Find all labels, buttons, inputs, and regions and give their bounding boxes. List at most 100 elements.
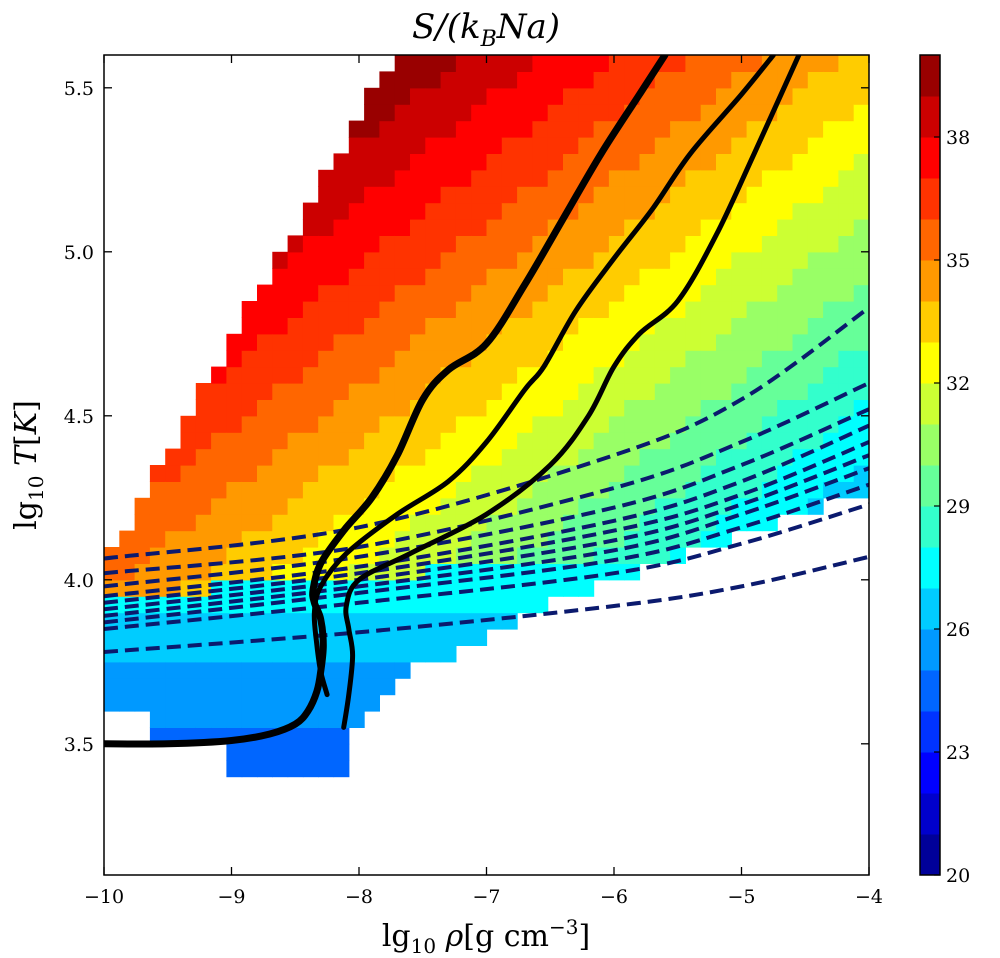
- heatmap-cell: [379, 629, 396, 646]
- heatmap-cell: [761, 186, 778, 204]
- heatmap-cell: [624, 268, 641, 286]
- heatmap-cell: [731, 104, 748, 122]
- heatmap-cell: [257, 579, 273, 597]
- heatmap-cell: [532, 55, 549, 72]
- heatmap-cell: [501, 202, 518, 220]
- heatmap-cell: [302, 219, 319, 236]
- heatmap-cell: [364, 202, 380, 220]
- dashed-contour-line: [104, 423, 869, 599]
- heatmap-cell: [471, 399, 488, 417]
- heatmap-cell: [180, 415, 197, 433]
- heatmap-cell: [272, 514, 289, 532]
- heatmap-cell: [685, 71, 702, 89]
- heatmap-cell: [501, 448, 518, 466]
- heatmap-cell: [272, 678, 289, 696]
- heatmap-cell: [670, 219, 686, 236]
- heatmap-cell: [302, 448, 319, 466]
- heatmap-cell: [547, 301, 564, 318]
- heatmap-cell: [241, 317, 258, 335]
- heatmap-cell: [547, 71, 564, 89]
- heatmap-cell: [563, 579, 579, 597]
- heatmap-cell: [379, 202, 396, 220]
- heatmap-cell: [364, 120, 380, 138]
- heatmap-cell: [654, 87, 671, 105]
- heatmap-cell: [257, 317, 273, 335]
- heatmap-cell: [394, 169, 411, 187]
- heatmap-cell: [165, 711, 182, 728]
- heatmap-cell: [318, 743, 335, 761]
- heatmap-cell: [563, 481, 579, 499]
- heatmap-cell: [425, 153, 442, 171]
- heatmap-cell: [654, 137, 671, 154]
- y-axis-label: lg10 T[K]: [9, 400, 48, 530]
- heatmap-cell: [838, 153, 855, 171]
- heatmap-cell: [379, 153, 396, 171]
- heatmap-cell: [195, 711, 212, 728]
- heatmap-cell: [716, 87, 732, 105]
- heatmap-cell: [670, 251, 686, 269]
- heatmap-cell: [226, 514, 243, 532]
- heatmap-cell: [593, 333, 610, 351]
- heatmap-cell: [547, 153, 564, 171]
- colorbar-segment: [920, 383, 940, 425]
- heatmap-cell: [853, 55, 869, 72]
- heatmap-cell: [838, 301, 855, 318]
- heatmap-cell: [394, 137, 411, 154]
- heatmap-cell: [853, 219, 869, 236]
- heatmap-cell: [716, 137, 732, 154]
- heatmap-cell: [394, 301, 411, 318]
- heatmap-cell: [394, 317, 411, 335]
- heatmap-cell: [578, 87, 595, 105]
- heatmap-cell: [547, 104, 564, 122]
- heatmap-cell: [731, 268, 748, 286]
- heatmap-cell: [639, 104, 656, 122]
- colorbar-segment: [920, 178, 940, 220]
- heatmap-cell: [348, 481, 365, 499]
- heatmap-cell: [318, 465, 335, 482]
- heatmap-cell: [287, 383, 304, 400]
- heatmap-cell: [838, 251, 855, 269]
- heatmap-cell: [364, 268, 380, 286]
- heatmap-cell: [211, 399, 227, 417]
- solid-tracks: [104, 55, 802, 748]
- heatmap-cell: [410, 432, 426, 450]
- dashed-contour-line: [104, 381, 869, 576]
- heatmap-cell: [593, 317, 610, 335]
- heatmap-cell: [425, 87, 442, 105]
- heatmap-cell: [302, 301, 319, 318]
- heatmap-cell: [272, 661, 289, 679]
- colorbar-ticks: 20 23 26 29 32 35 38: [934, 127, 970, 887]
- heatmap-cell: [624, 366, 641, 384]
- heatmap-cell: [455, 629, 472, 646]
- heatmap-cell: [654, 219, 671, 236]
- heatmap-cell: [670, 547, 686, 564]
- heatmap-cell: [517, 104, 533, 122]
- heatmap-cell: [501, 169, 518, 187]
- x-tick-label: −4: [855, 886, 883, 908]
- heatmap-cell: [348, 612, 365, 630]
- heatmap-cell: [302, 399, 319, 417]
- heatmap-cell: [333, 727, 350, 745]
- heatmap-cell: [654, 284, 671, 302]
- heatmap-cell: [471, 202, 488, 220]
- heatmap-cell: [287, 251, 304, 269]
- heatmap-cell: [333, 366, 350, 384]
- heatmap-cell: [517, 415, 533, 433]
- heatmap-cell: [318, 415, 335, 433]
- heatmap-cell: [180, 629, 197, 646]
- heatmap-cell: [195, 530, 212, 548]
- heatmap-cell: [134, 530, 151, 548]
- heatmap-cell: [287, 268, 304, 286]
- heatmap-cell: [777, 219, 794, 236]
- heatmap-cell: [425, 596, 442, 614]
- heatmap-cell: [608, 219, 625, 236]
- heatmap-cell: [211, 711, 227, 728]
- heatmap-cell: [716, 317, 732, 335]
- heatmap-cell: [379, 333, 396, 351]
- heatmap-cell: [195, 678, 212, 696]
- heatmap-cell: [410, 514, 426, 532]
- heatmap-cell: [287, 432, 304, 450]
- heatmap-cell: [379, 530, 396, 548]
- y-tick-label: 5.0: [64, 242, 94, 264]
- heatmap-cell: [425, 432, 442, 450]
